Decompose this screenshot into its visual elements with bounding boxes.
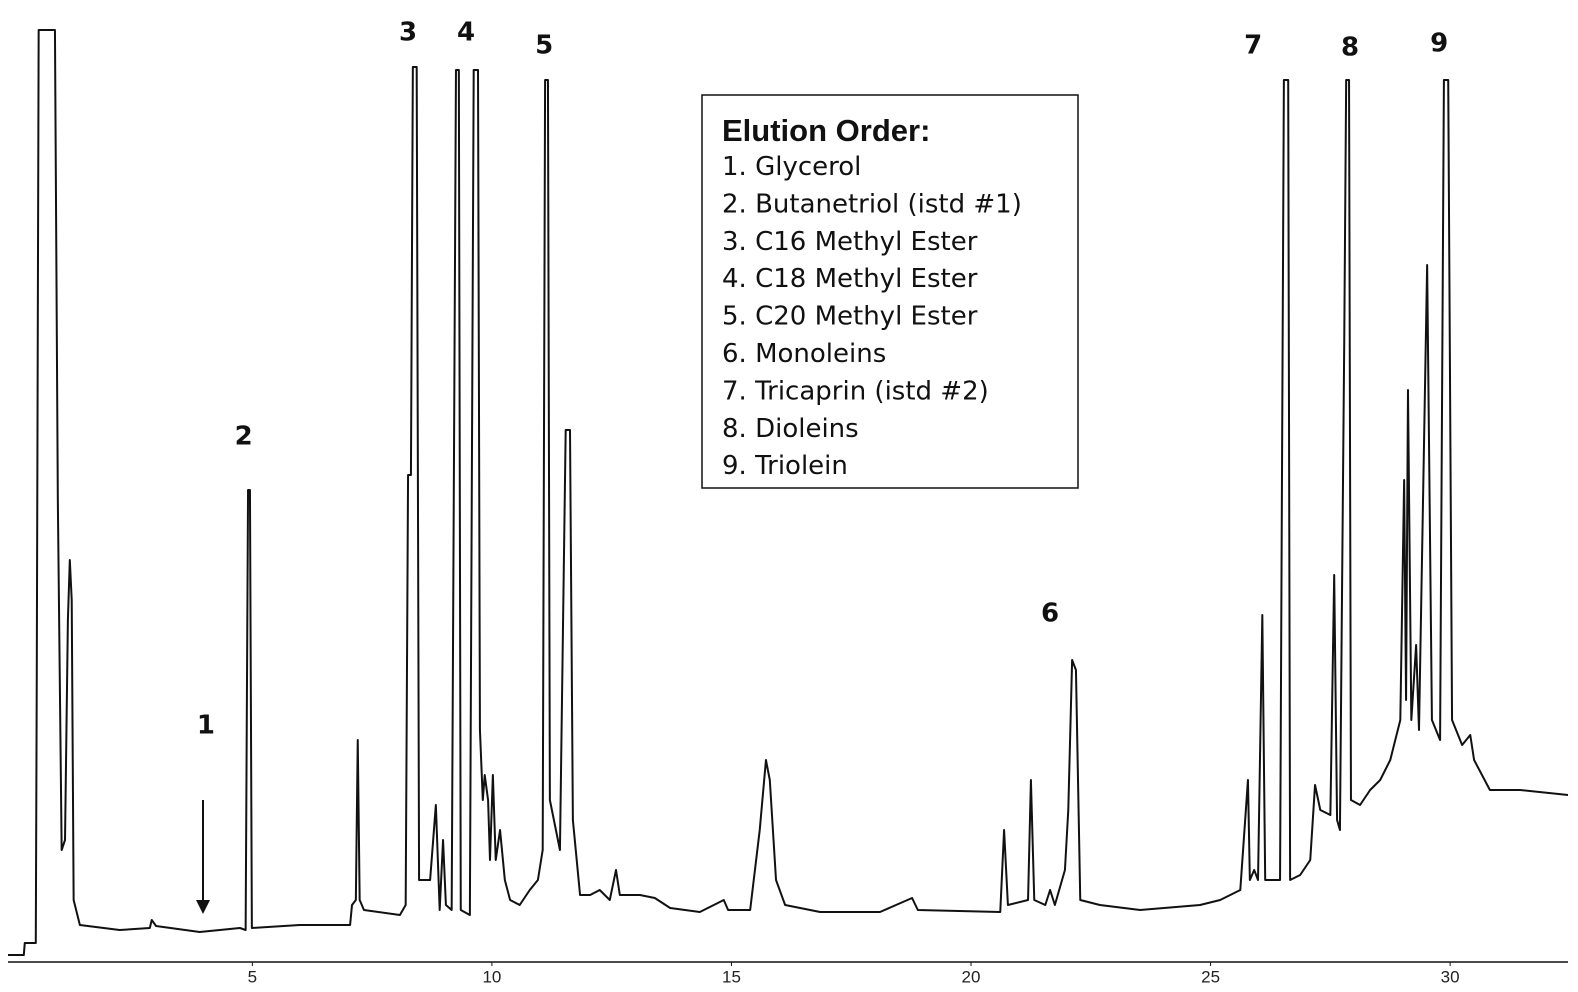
text-box-line: 2. Butanetriol (istd #1) xyxy=(722,189,1022,219)
text-box-line: 3. C16 Methyl Ester xyxy=(722,227,978,257)
text-box-title: Elution Order: xyxy=(722,113,930,148)
peak-label: 7 xyxy=(1244,30,1262,60)
peak-label: 9 xyxy=(1430,28,1448,58)
text-box-line: 8. Dioleins xyxy=(722,414,859,444)
trace xyxy=(8,29,1569,956)
peak-label: 3 xyxy=(399,17,417,47)
peak-label: 5 xyxy=(535,30,553,60)
x-tick-label: 10 xyxy=(482,967,501,986)
x-tick-label: 15 xyxy=(722,967,741,986)
x-tick-label: 30 xyxy=(1441,967,1460,986)
text-box-line: 5. C20 Methyl Ester xyxy=(722,302,978,332)
peak-label: 8 xyxy=(1341,32,1359,62)
x-tick-label: 20 xyxy=(962,967,981,986)
text-box-line: 7. Tricaprin (istd #2) xyxy=(722,376,989,406)
text-box xyxy=(701,94,1079,489)
text-box-line: 1. Glycerol xyxy=(722,152,861,182)
text-box-line: 4. C18 Methyl Ester xyxy=(722,264,978,294)
text-box-line: 9. Triolein xyxy=(722,451,848,481)
x-tick-label: 25 xyxy=(1201,967,1220,986)
x-tick-label: 5 xyxy=(248,967,257,986)
peak-label: 2 xyxy=(235,421,253,451)
peak-label: 4 xyxy=(457,17,475,47)
peak-label: 6 xyxy=(1041,598,1059,628)
arrow-head xyxy=(196,900,210,914)
peak-label: 1 xyxy=(197,710,215,740)
text-box-line: 6. Monoleins xyxy=(722,339,886,369)
